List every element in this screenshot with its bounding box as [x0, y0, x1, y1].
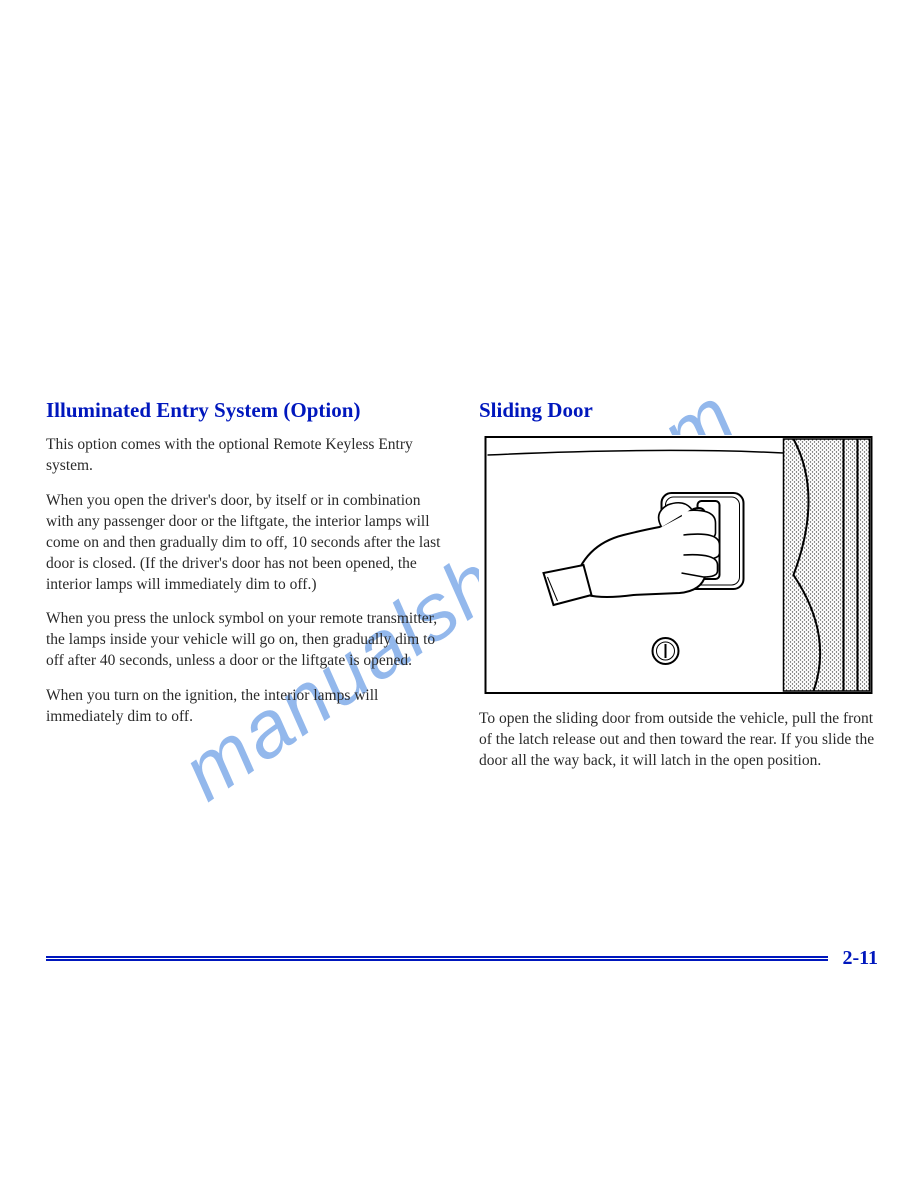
- left-para-3: When you press the unlock symbol on your…: [46, 609, 445, 672]
- left-para-1: This option comes with the optional Remo…: [46, 435, 445, 477]
- left-para-2: When you open the driver's door, by itse…: [46, 491, 445, 596]
- page-footer: 2-11: [46, 947, 878, 970]
- page-number: 2-11: [842, 947, 878, 970]
- content-area: Illuminated Entry System (Option) This o…: [46, 398, 878, 786]
- left-para-4: When you turn on the ignition, the inter…: [46, 686, 445, 728]
- footer-rule: [46, 956, 828, 961]
- right-caption: To open the sliding door from outside th…: [479, 709, 878, 772]
- right-heading: Sliding Door: [479, 398, 878, 423]
- sliding-door-figure: [479, 435, 878, 695]
- door-handle-illustration: [479, 435, 878, 695]
- left-column: Illuminated Entry System (Option) This o…: [46, 398, 445, 786]
- left-heading: Illuminated Entry System (Option): [46, 398, 445, 423]
- right-column: Sliding Door: [479, 398, 878, 786]
